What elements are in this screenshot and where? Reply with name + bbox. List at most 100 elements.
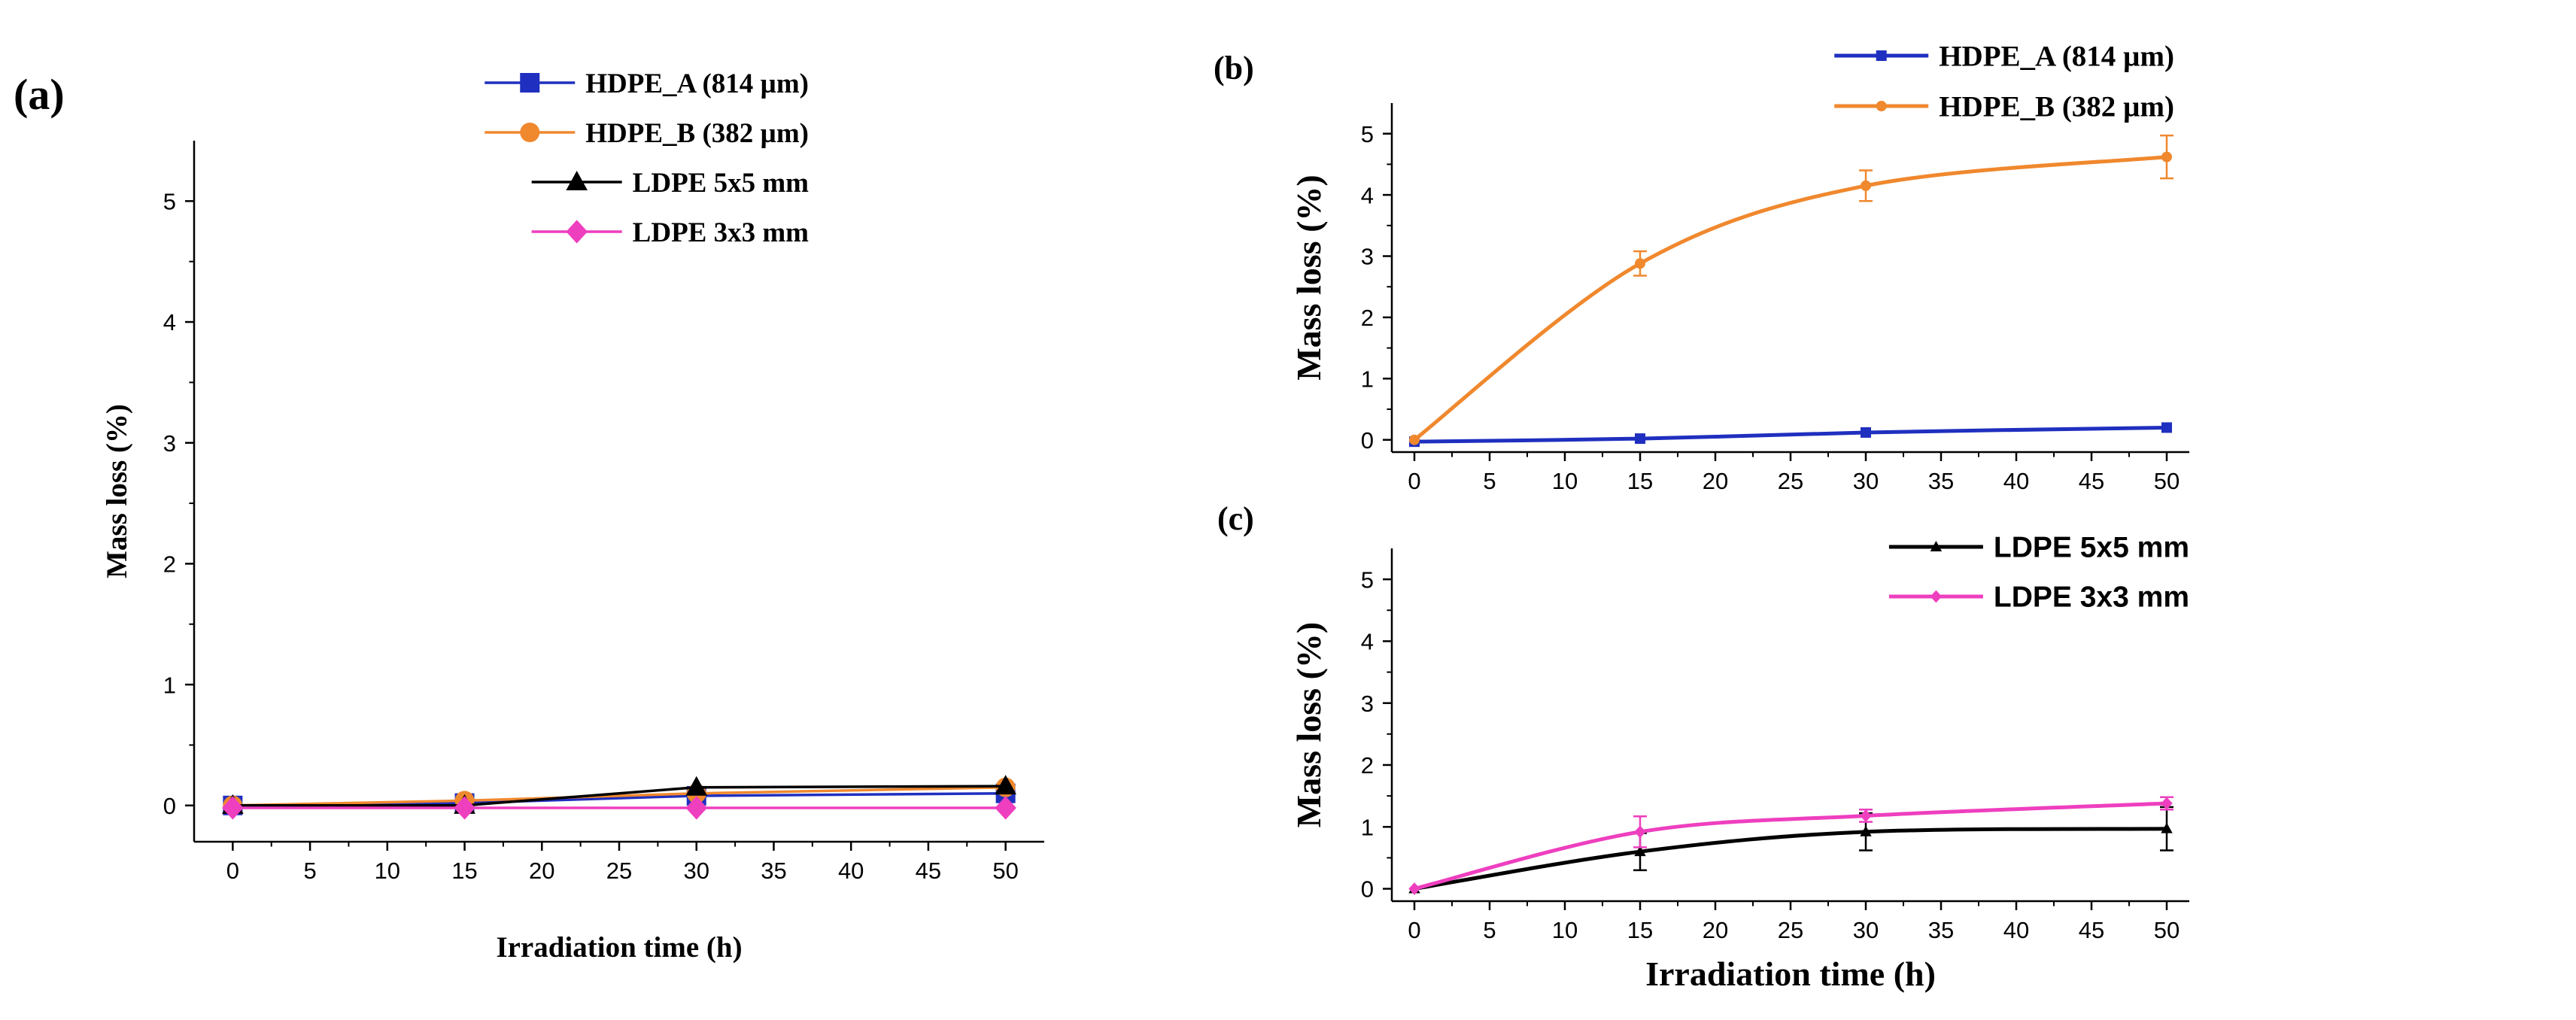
y-tick-label: 3 (163, 430, 176, 457)
y-tick-label: 2 (1361, 752, 1374, 779)
legend-entry-label: LDPE 5x5 mm (1994, 532, 2189, 564)
x-tick-label: 35 (1928, 917, 1954, 943)
x-tick-label: 30 (1853, 917, 1879, 943)
x-axis-title: Irradiation time (h) (1645, 955, 1936, 993)
x-tick-label: 5 (303, 858, 316, 884)
x-tick-label: 0 (1408, 468, 1420, 494)
legend-entry-label: LDPE 3x3 mm (633, 217, 810, 248)
data-point-marker (1409, 434, 1420, 445)
y-tick-label: 5 (1361, 121, 1374, 147)
data-point-marker (2161, 422, 2172, 433)
x-tick-label: 30 (1853, 468, 1879, 494)
x-tick-label: 35 (761, 858, 786, 884)
data-point-marker (1634, 825, 1646, 839)
y-tick-label: 3 (1361, 691, 1374, 717)
legend-marker (1876, 50, 1887, 61)
legend-marker (1930, 540, 1943, 551)
x-tick-label: 25 (1778, 917, 1803, 943)
x-tick-label: 10 (375, 858, 400, 884)
y-tick-label: 3 (1361, 244, 1374, 270)
x-tick-label: 30 (683, 858, 709, 884)
x-tick-label: 20 (1703, 917, 1728, 943)
panel-label: (c) (1217, 500, 1254, 537)
x-tick-label: 50 (2154, 468, 2180, 494)
legend-entry-label: HDPE_A (814 µm) (585, 68, 809, 99)
x-tick-label: 50 (992, 858, 1018, 884)
y-tick-label: 2 (163, 551, 176, 578)
y-axis-title: Mass loss (%) (1290, 622, 1328, 827)
x-tick-label: 20 (529, 858, 554, 884)
data-point-marker (1635, 433, 1645, 445)
legend-entry-label: HDPE_B (382 µm) (1939, 91, 2174, 123)
y-tick-label: 1 (1361, 814, 1374, 840)
y-tick-label: 4 (163, 309, 176, 335)
x-tick-label: 40 (2003, 468, 2029, 494)
x-tick-label: 5 (1483, 917, 1496, 943)
data-point-marker (1860, 825, 1872, 836)
y-axis-title: Mass loss (%) (101, 404, 133, 578)
x-tick-label: 10 (1552, 468, 1578, 494)
panel-label: (b) (1214, 50, 1254, 87)
x-tick-label: 5 (1483, 468, 1496, 494)
x-tick-label: 10 (1552, 917, 1578, 943)
y-tick-label: 5 (163, 189, 176, 215)
y-tick-label: 4 (1361, 182, 1374, 208)
y-tick-label: 4 (1361, 629, 1374, 655)
x-tick-label: 25 (1778, 468, 1803, 494)
x-axis-title: Irradiation time (h) (496, 931, 742, 964)
series-line (1413, 155, 2167, 442)
data-point-marker (1861, 180, 1871, 191)
x-tick-label: 15 (1627, 917, 1653, 943)
data-point-marker (1634, 845, 1646, 857)
data-point-marker (685, 776, 708, 796)
data-point-marker (1860, 809, 1872, 822)
x-tick-label: 15 (1627, 468, 1653, 494)
data-point-marker (1861, 427, 1871, 438)
legend-entry-label: LDPE 3x3 mm (1994, 581, 2189, 614)
data-point-marker (995, 775, 1016, 795)
y-tick-label: 1 (163, 672, 176, 698)
series-line (232, 785, 1006, 807)
data-point-marker (222, 796, 244, 820)
data-point-marker (1408, 882, 1420, 895)
legend-entry-label: HDPE_A (814 µm) (1939, 41, 2174, 73)
y-tick-label: 2 (1361, 305, 1374, 331)
data-point-marker (2161, 822, 2173, 833)
y-tick-label: 5 (1361, 566, 1374, 593)
y-tick-label: 0 (1361, 427, 1374, 454)
x-tick-label: 45 (2079, 468, 2104, 494)
data-point-marker (2161, 797, 2173, 810)
x-tick-label: 15 (451, 858, 477, 884)
y-tick-label: 0 (1361, 876, 1374, 903)
data-point-marker (2161, 151, 2172, 162)
legend: HDPE_A (814 µm) HDPE_B (382 µm) LDPE 5x5 m… (485, 68, 809, 248)
x-tick-label: 40 (2003, 917, 2029, 943)
legend: HDPE_A (814 µm) HDPE_B (382 µm) (1834, 41, 2174, 123)
legend-entry-label: LDPE 5x5 mm (633, 168, 810, 199)
legend-entry-label: HDPE_B (382 µm) (585, 118, 809, 149)
y-tick-label: 1 (1361, 366, 1374, 392)
panel-label: (a) (14, 70, 65, 119)
series-line (1414, 801, 2167, 891)
legend-marker (566, 171, 588, 191)
series-line (1414, 827, 2167, 891)
x-tick-label: 50 (2154, 917, 2180, 943)
x-tick-label: 35 (1928, 468, 1954, 494)
legend-marker (520, 73, 540, 93)
series-line (1414, 425, 2167, 444)
data-point-marker (685, 796, 708, 820)
x-tick-label: 25 (606, 858, 632, 884)
x-tick-label: 45 (2079, 917, 2104, 943)
x-tick-label: 40 (838, 858, 864, 884)
legend-marker (566, 220, 588, 244)
y-axis-title: Mass loss (%) (1290, 175, 1328, 380)
legend: LDPE 5x5 mm LDPE 3x3 mm (1888, 532, 2189, 614)
y-tick-label: 0 (163, 793, 176, 819)
x-tick-label: 45 (916, 858, 941, 884)
data-point-marker (454, 796, 475, 820)
legend-marker (520, 123, 540, 142)
